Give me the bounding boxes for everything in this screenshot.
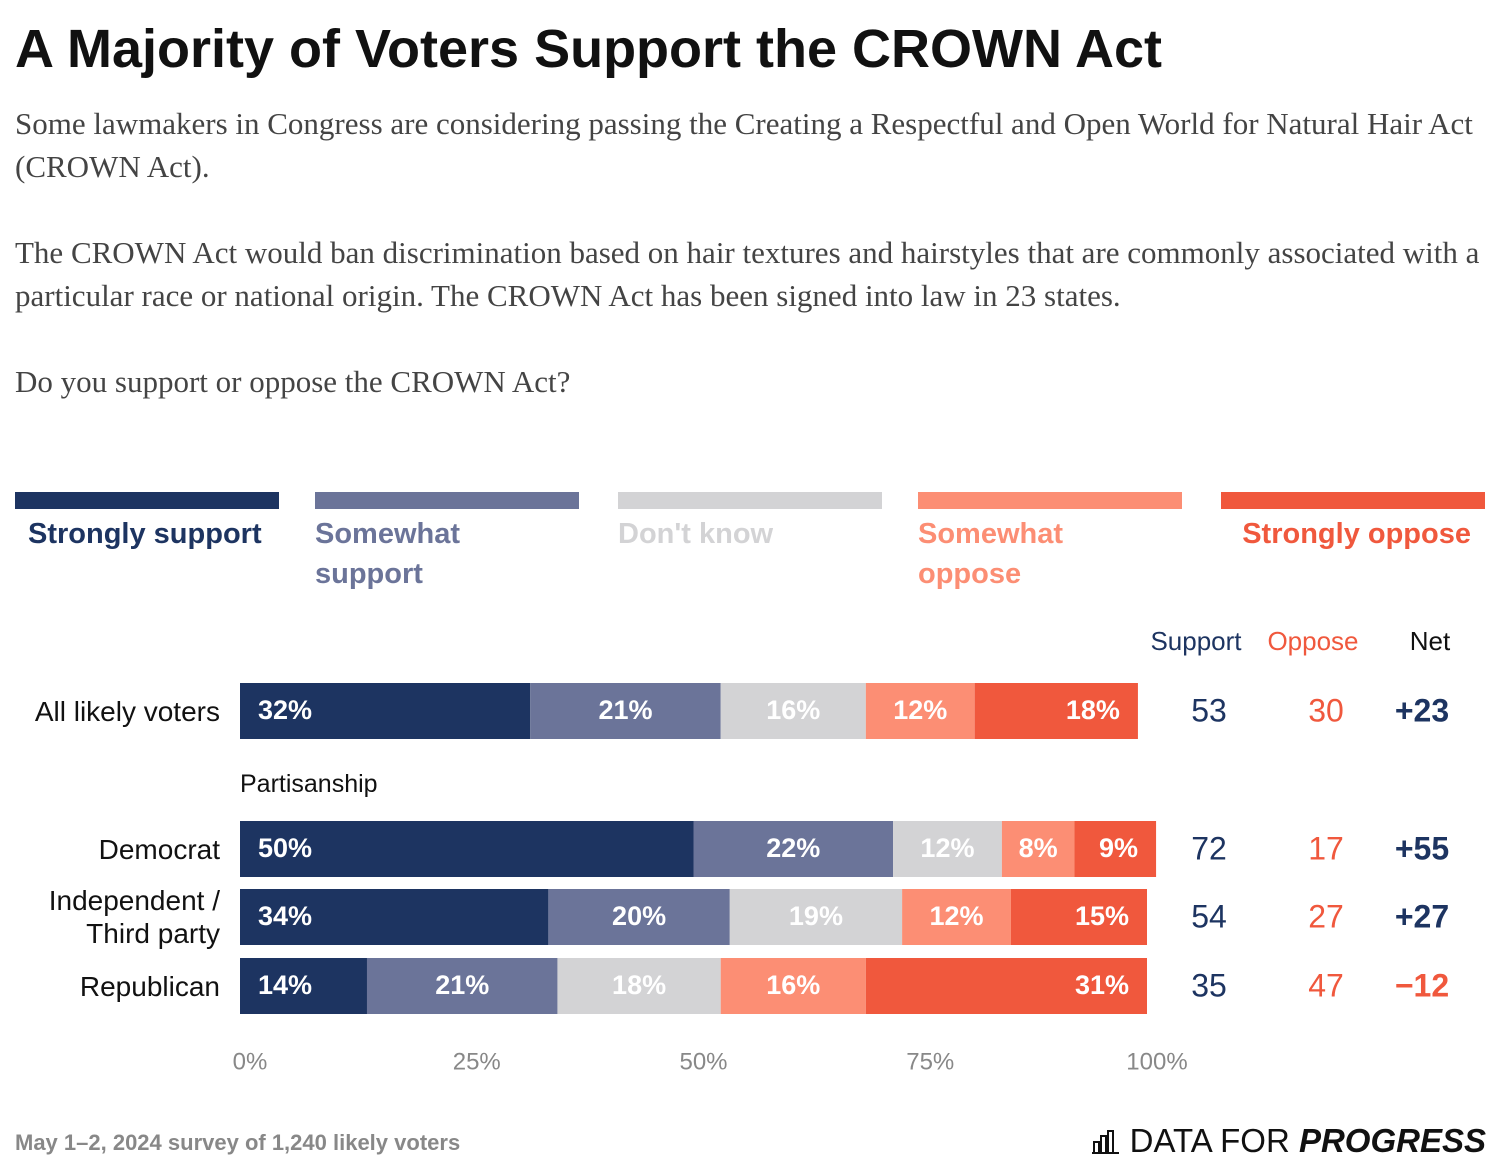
column-value: 47 — [1308, 967, 1344, 1003]
logo-text: PROGRESS — [1298, 1122, 1486, 1159]
value-label: 14% — [258, 970, 312, 1000]
bar-segment — [720, 958, 866, 1014]
value-label: 20% — [612, 901, 666, 931]
legend-swatch — [1221, 492, 1485, 509]
column-value: 27 — [1308, 898, 1344, 934]
bar-segment — [557, 958, 721, 1014]
bar-segment — [1001, 821, 1075, 877]
column-value: 72 — [1191, 830, 1227, 866]
value-label: 50% — [258, 833, 312, 863]
value-label: 31% — [1075, 970, 1129, 1000]
bar-segment — [548, 889, 730, 945]
bar-segment — [893, 821, 1002, 877]
bar-segment — [974, 683, 1138, 739]
value-label: 21% — [598, 695, 652, 725]
value-label: 18% — [1066, 695, 1120, 725]
legend-swatch — [918, 492, 1182, 509]
category-label: Independent / Third party — [48, 885, 220, 949]
column-header: Support — [1150, 626, 1242, 656]
title: A Majority of Voters Support the CROWN A… — [15, 19, 1162, 79]
column-value: +27 — [1395, 898, 1449, 934]
legend-label: Somewhat oppose — [918, 518, 1064, 590]
value-label: 21% — [435, 970, 489, 1000]
bar-segment — [1010, 889, 1147, 945]
bar-segment — [865, 958, 1147, 1014]
column-value: 54 — [1191, 898, 1227, 934]
subtitle-paragraph: The CROWN Act would ban discrimination b… — [15, 235, 1480, 313]
value-label: 15% — [1075, 901, 1129, 931]
category-label: Democrat — [98, 833, 220, 865]
value-label: 16% — [766, 695, 820, 725]
category-label: All likely voters — [34, 695, 220, 727]
column-value: 30 — [1308, 692, 1344, 728]
value-label: 34% — [258, 901, 312, 931]
value-label: 18% — [612, 970, 666, 1000]
logo: DATA FOR PROGRESS — [1092, 1122, 1486, 1160]
source: May 1–2, 2024 survey of 1,240 likely vot… — [15, 1130, 461, 1155]
group-label: Partisanship — [240, 770, 378, 798]
value-label: 16% — [766, 970, 820, 1000]
legend-swatch — [15, 492, 279, 509]
column-value: 17 — [1308, 830, 1344, 866]
legend-label: Don't know — [618, 518, 774, 550]
bar-segment — [366, 958, 558, 1014]
column-value: 35 — [1191, 967, 1227, 1003]
legend-swatch — [315, 492, 579, 509]
column-value: +55 — [1395, 830, 1449, 866]
x-tick-label: 25% — [453, 1048, 501, 1075]
bar-segment — [865, 683, 975, 739]
value-label: 12% — [930, 901, 984, 931]
legend-label: Strongly support — [28, 518, 262, 550]
value-label: 22% — [766, 833, 820, 863]
logo-text: DATA FOR — [1129, 1122, 1290, 1159]
x-tick-label: 0% — [233, 1048, 268, 1075]
bar-segment — [729, 889, 903, 945]
legend-swatch — [618, 492, 882, 509]
value-label: 12% — [920, 833, 974, 863]
column-value: +23 — [1395, 692, 1449, 728]
x-tick-label: 50% — [679, 1048, 727, 1075]
value-label: 32% — [258, 695, 312, 725]
bar-segment — [530, 683, 721, 739]
value-label: 9% — [1099, 833, 1138, 863]
bar-segment — [1074, 821, 1157, 877]
subtitle-paragraph: Do you support or oppose the CROWN Act? — [15, 364, 571, 399]
category-label: Republican — [79, 970, 220, 1002]
bar-segment — [240, 683, 531, 739]
x-tick-label: 75% — [906, 1048, 954, 1075]
bar-segment — [240, 958, 367, 1014]
bar-segment — [240, 889, 549, 945]
column-header: Net — [1410, 626, 1451, 656]
value-label: 12% — [893, 695, 947, 725]
subtitle-paragraph: Some lawmakers in Congress are consideri… — [15, 106, 1473, 184]
x-tick-label: 100% — [1126, 1048, 1187, 1075]
value-label: 19% — [789, 901, 843, 931]
logo-icon — [1092, 1130, 1120, 1154]
bar-segment — [902, 889, 1011, 945]
column-header: Oppose — [1267, 626, 1358, 656]
subtitle: Some lawmakers in Congress are consideri… — [15, 102, 1485, 446]
value-label: 8% — [1019, 833, 1058, 863]
bar-segment — [240, 821, 694, 877]
column-value: 53 — [1191, 692, 1227, 728]
bar-segment — [693, 821, 894, 877]
bar-segment — [720, 683, 866, 739]
legend-label: Strongly oppose — [1242, 518, 1471, 550]
column-value: −12 — [1395, 967, 1449, 1003]
legend-label: Somewhat support — [315, 518, 461, 590]
